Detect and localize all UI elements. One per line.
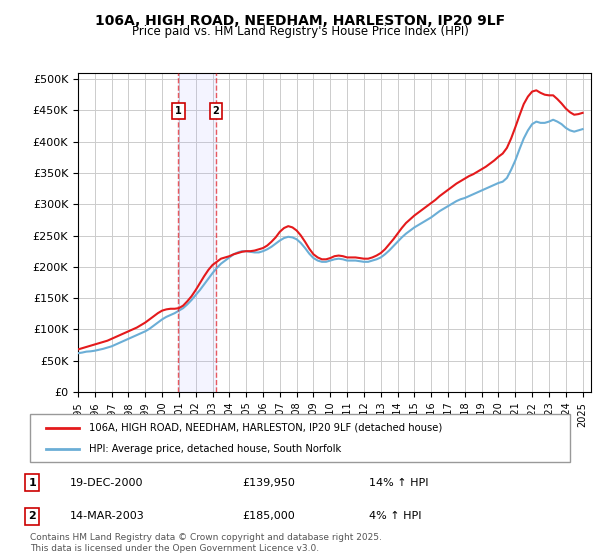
- Text: 1: 1: [175, 106, 182, 116]
- Text: £185,000: £185,000: [242, 511, 295, 521]
- Text: 2: 2: [213, 106, 220, 116]
- Text: 4% ↑ HPI: 4% ↑ HPI: [369, 511, 422, 521]
- Text: 2: 2: [28, 511, 36, 521]
- Text: 106A, HIGH ROAD, NEEDHAM, HARLESTON, IP20 9LF (detached house): 106A, HIGH ROAD, NEEDHAM, HARLESTON, IP2…: [89, 423, 443, 433]
- Bar: [178, 73, 216, 392]
- FancyBboxPatch shape: [30, 414, 570, 462]
- Text: Contains HM Land Registry data © Crown copyright and database right 2025.
This d: Contains HM Land Registry data © Crown c…: [30, 533, 382, 553]
- Text: 14-MAR-2003: 14-MAR-2003: [70, 511, 145, 521]
- Text: HPI: Average price, detached house, South Norfolk: HPI: Average price, detached house, Sout…: [89, 444, 341, 454]
- Text: Price paid vs. HM Land Registry's House Price Index (HPI): Price paid vs. HM Land Registry's House …: [131, 25, 469, 38]
- Text: 1: 1: [28, 478, 36, 488]
- Text: 14% ↑ HPI: 14% ↑ HPI: [369, 478, 428, 488]
- Text: 106A, HIGH ROAD, NEEDHAM, HARLESTON, IP20 9LF: 106A, HIGH ROAD, NEEDHAM, HARLESTON, IP2…: [95, 14, 505, 28]
- Text: £139,950: £139,950: [242, 478, 295, 488]
- Text: 19-DEC-2000: 19-DEC-2000: [70, 478, 143, 488]
